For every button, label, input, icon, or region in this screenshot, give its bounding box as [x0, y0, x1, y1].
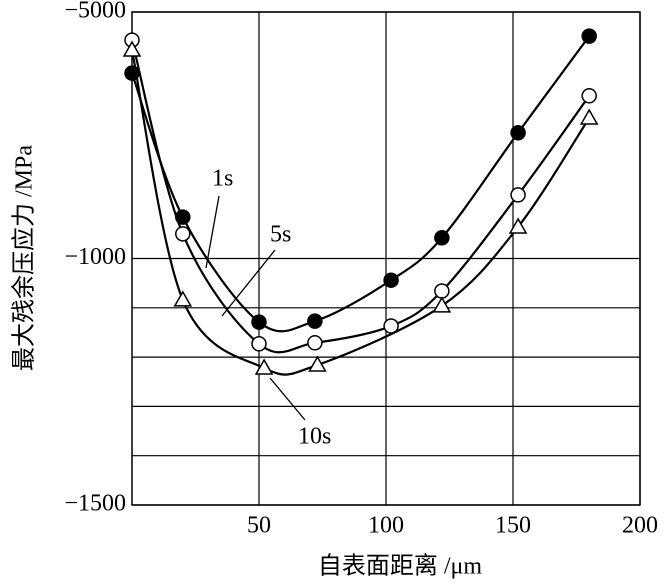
point-marker: [173, 290, 193, 307]
y-tick-label: −5000: [64, 0, 126, 24]
series-label: 5s: [270, 222, 291, 248]
leader-line: [205, 195, 220, 269]
y-tick-label: −1500: [64, 491, 126, 517]
x-axis-label: 自表面距离 /μm: [318, 553, 483, 580]
point-marker: [432, 296, 452, 313]
x-tick-label: 50: [247, 513, 271, 539]
x-tick-label: 200: [622, 513, 658, 539]
point-marker: [251, 336, 267, 352]
series-label: 10s: [298, 424, 331, 450]
point-marker: [581, 28, 597, 44]
y-tick-label: −1000: [64, 244, 126, 270]
point-marker: [434, 283, 450, 299]
point-marker: [383, 272, 399, 288]
point-marker: [307, 335, 323, 351]
point-marker: [307, 313, 323, 329]
point-marker: [251, 314, 267, 330]
point-marker: [122, 40, 142, 57]
point-marker: [175, 226, 191, 242]
leader-line: [269, 377, 306, 421]
x-tick-label: 150: [495, 513, 531, 539]
point-marker: [579, 108, 599, 125]
point-marker: [434, 230, 450, 246]
point-marker: [308, 355, 327, 372]
series-line: [130, 35, 591, 333]
point-marker: [510, 187, 526, 203]
leader-line: [221, 249, 276, 317]
y-axis-label: 最大残余压应力 /MPa: [11, 145, 38, 371]
x-tick-label: 100: [368, 513, 404, 539]
series-label: 1s: [212, 166, 233, 192]
point-marker: [254, 358, 274, 375]
point-marker: [508, 217, 528, 234]
point-marker: [581, 88, 597, 104]
point-marker: [510, 125, 526, 141]
series-line: [130, 49, 591, 376]
